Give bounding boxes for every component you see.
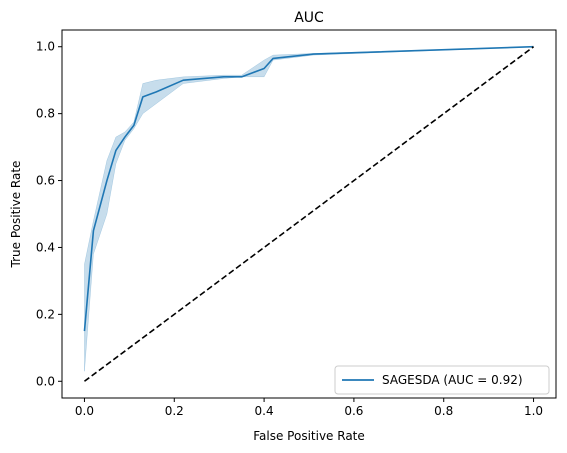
- plot-frame: [61, 29, 557, 399]
- x-tick-label: 0.0: [75, 404, 94, 418]
- y-tick-label: 1.0: [36, 40, 55, 54]
- x-tick-label: 1.0: [524, 404, 543, 418]
- y-tick-label: 0.6: [36, 174, 55, 188]
- plot-area: [83, 45, 535, 382]
- x-tick-label: 0.8: [434, 404, 453, 418]
- y-tick-label: 0.0: [36, 374, 55, 388]
- y-tick-label: 0.2: [36, 307, 55, 321]
- random-baseline-line: [83, 46, 535, 382]
- roc-curve-line: [83, 45, 534, 332]
- y-tick-label: 0.4: [36, 240, 55, 254]
- x-axis-label: False Positive Rate: [253, 429, 365, 443]
- x-tick-label: 0.4: [255, 404, 274, 418]
- y-tick-label: 0.8: [36, 107, 55, 121]
- axis-ticks: 0.0 0.2 0.4 0.6 0.8 1.0 0.0 0.2 0.4 0.6 0.8 1.0: [36, 40, 543, 418]
- x-tick-label: 0.6: [344, 404, 363, 418]
- y-axis-label: True Positive Rate: [9, 161, 23, 269]
- chart-title: AUC: [294, 10, 324, 26]
- legend: SAGESDA (AUC = 0.92): [334, 365, 550, 395]
- x-tick-label: 0.2: [165, 404, 184, 418]
- legend-label: SAGESDA (AUC = 0.92): [382, 373, 523, 387]
- legend-box: [334, 365, 550, 395]
